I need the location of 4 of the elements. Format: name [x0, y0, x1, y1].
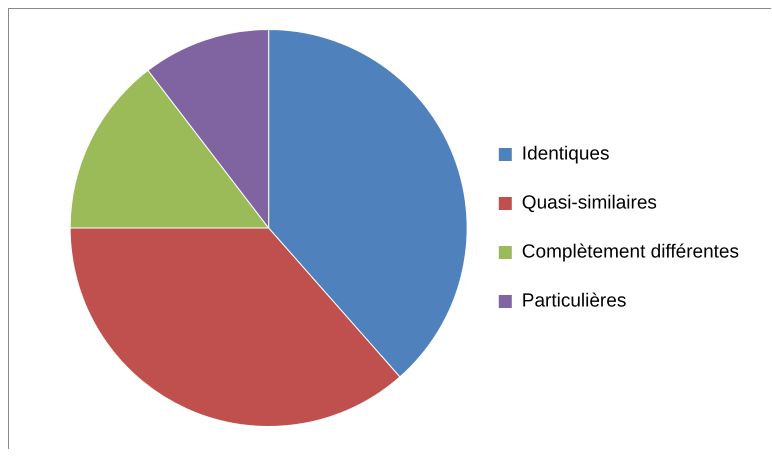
legend-label: Identiques [522, 144, 610, 165]
legend-label: Particulières [522, 290, 626, 312]
legend-label: Complètement différentes [522, 242, 740, 263]
legend-label: Quasi-similaires [522, 192, 657, 214]
